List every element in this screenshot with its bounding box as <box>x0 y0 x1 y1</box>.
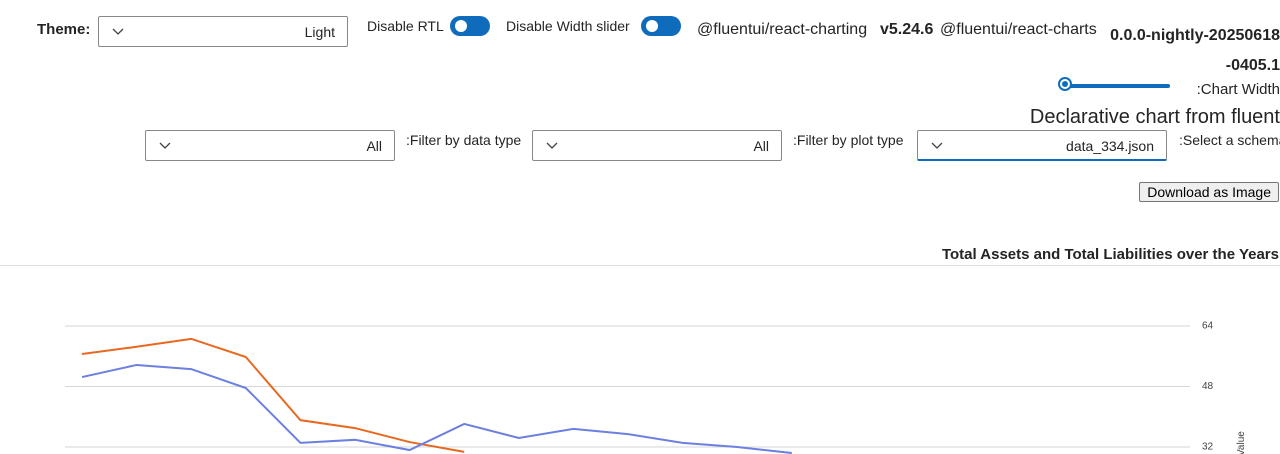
theme-value: Light <box>304 24 335 40</box>
data-type-value: All <box>366 138 382 154</box>
chart-title: Total Assets and Total Liabilities over … <box>942 246 1279 263</box>
pkg1-name: @fluentui/react-charting <box>697 21 868 38</box>
rtl-label: Disable RTL <box>367 18 444 34</box>
download-button[interactable]: Download as Image <box>1139 182 1279 202</box>
width-slider-label: Disable Width slider <box>506 18 630 34</box>
schema-dropdown[interactable]: data_334.json <box>917 130 1167 161</box>
schema-label: :Select a schema <box>1179 132 1280 148</box>
data-type-dropdown[interactable]: All <box>145 130 395 161</box>
y-axis-label: Value <box>1236 431 1247 454</box>
y-tick-label: 64 <box>1202 321 1214 332</box>
y-tick-label: 32 <box>1202 442 1214 453</box>
slider-thumb[interactable] <box>1058 77 1072 91</box>
rtl-toggle[interactable] <box>450 16 490 36</box>
plot-type-dropdown[interactable]: All <box>532 130 782 161</box>
width-toggle[interactable] <box>641 16 681 36</box>
pkg2-name: @fluentui/react-charts <box>940 21 1097 38</box>
plot-type-label: :Filter by plot type <box>793 132 904 148</box>
chart-width-label: :Chart Width <box>1196 81 1280 98</box>
theme-dropdown[interactable]: Light <box>98 16 348 47</box>
pkg1-version: v5.24.6 <box>880 21 934 38</box>
heading: Declarative chart from fluent <box>1029 106 1280 128</box>
series-line <box>81 337 465 453</box>
chevron <box>931 142 943 149</box>
chevron <box>159 142 171 149</box>
chevron <box>112 28 124 35</box>
data-type-label: :Filter by data type <box>406 132 522 148</box>
theme-label: Theme: <box>37 21 91 38</box>
y-tick-label: 48 <box>1202 381 1214 392</box>
pkg2-version: 0.0.0-nightly-20250618-0405.1 <box>1110 27 1280 74</box>
slider-track <box>1064 84 1170 88</box>
chevron <box>546 142 558 149</box>
plot-type-value: All <box>753 138 769 154</box>
schema-value: data_334.json <box>1066 138 1154 154</box>
series-line <box>81 363 792 454</box>
chart: Total Assets and Total Liabilities over … <box>0 246 1280 454</box>
